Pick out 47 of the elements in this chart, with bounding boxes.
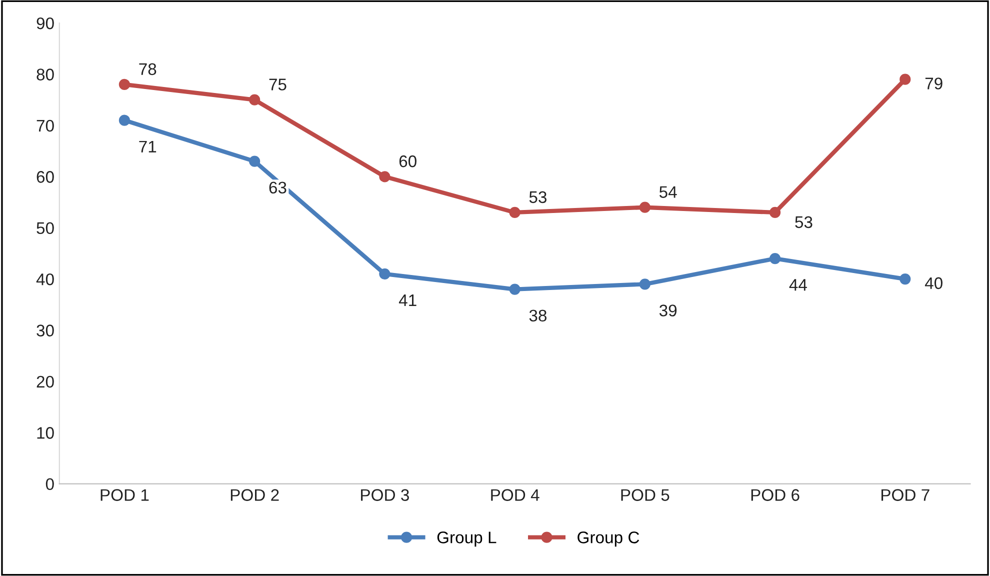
y-tick-label: 30	[36, 324, 54, 336]
point	[509, 284, 520, 295]
x-tick-label: POD 3	[361, 489, 409, 501]
x-tick-label: POD 5	[621, 489, 670, 501]
x-tick-label: POD 6	[751, 489, 800, 501]
y-tick-label: 0	[46, 478, 54, 490]
y-tick-label: 70	[36, 120, 54, 132]
point	[379, 171, 390, 182]
data-label: 60	[399, 155, 416, 168]
point	[509, 206, 520, 218]
data-label: 63	[269, 182, 286, 194]
data-label: 79	[925, 78, 942, 90]
point	[769, 253, 781, 264]
legend-label: Group C	[578, 532, 640, 547]
point	[639, 202, 650, 213]
y-tick-label: 90	[36, 17, 54, 30]
data-label: 78	[139, 63, 156, 76]
data-label: 39	[659, 304, 677, 316]
data-label: 40	[924, 277, 942, 290]
point	[639, 278, 650, 290]
point	[118, 78, 130, 90]
y-tick-label: 60	[36, 171, 54, 183]
y-tick-label: 50	[36, 222, 54, 234]
y-tick-label: 40	[36, 273, 54, 286]
data-label: 41	[398, 294, 416, 306]
point	[249, 94, 260, 106]
y-tick-label: 20	[36, 376, 54, 388]
data-label: 75	[269, 78, 286, 90]
point	[769, 206, 781, 218]
point	[249, 156, 260, 167]
data-label: 54	[659, 186, 677, 198]
y-tick-label: 10	[37, 427, 54, 439]
y-tick-label: 80	[36, 68, 54, 80]
x-tick-label: POD 7	[882, 489, 930, 501]
data-label: 38	[529, 310, 546, 322]
data-label: 71	[139, 140, 156, 152]
point	[900, 273, 911, 285]
point	[118, 114, 130, 126]
point	[900, 74, 911, 85]
data-label: 44	[789, 279, 807, 291]
x-tick-label: POD 4	[491, 489, 540, 501]
x-tick-label: POD 2	[230, 489, 279, 501]
legend-label: Group L	[437, 532, 496, 547]
point	[379, 268, 390, 280]
data-label: 53	[529, 191, 546, 204]
x-tick-label: POD 1	[100, 489, 149, 501]
data-label: 53	[795, 216, 812, 228]
